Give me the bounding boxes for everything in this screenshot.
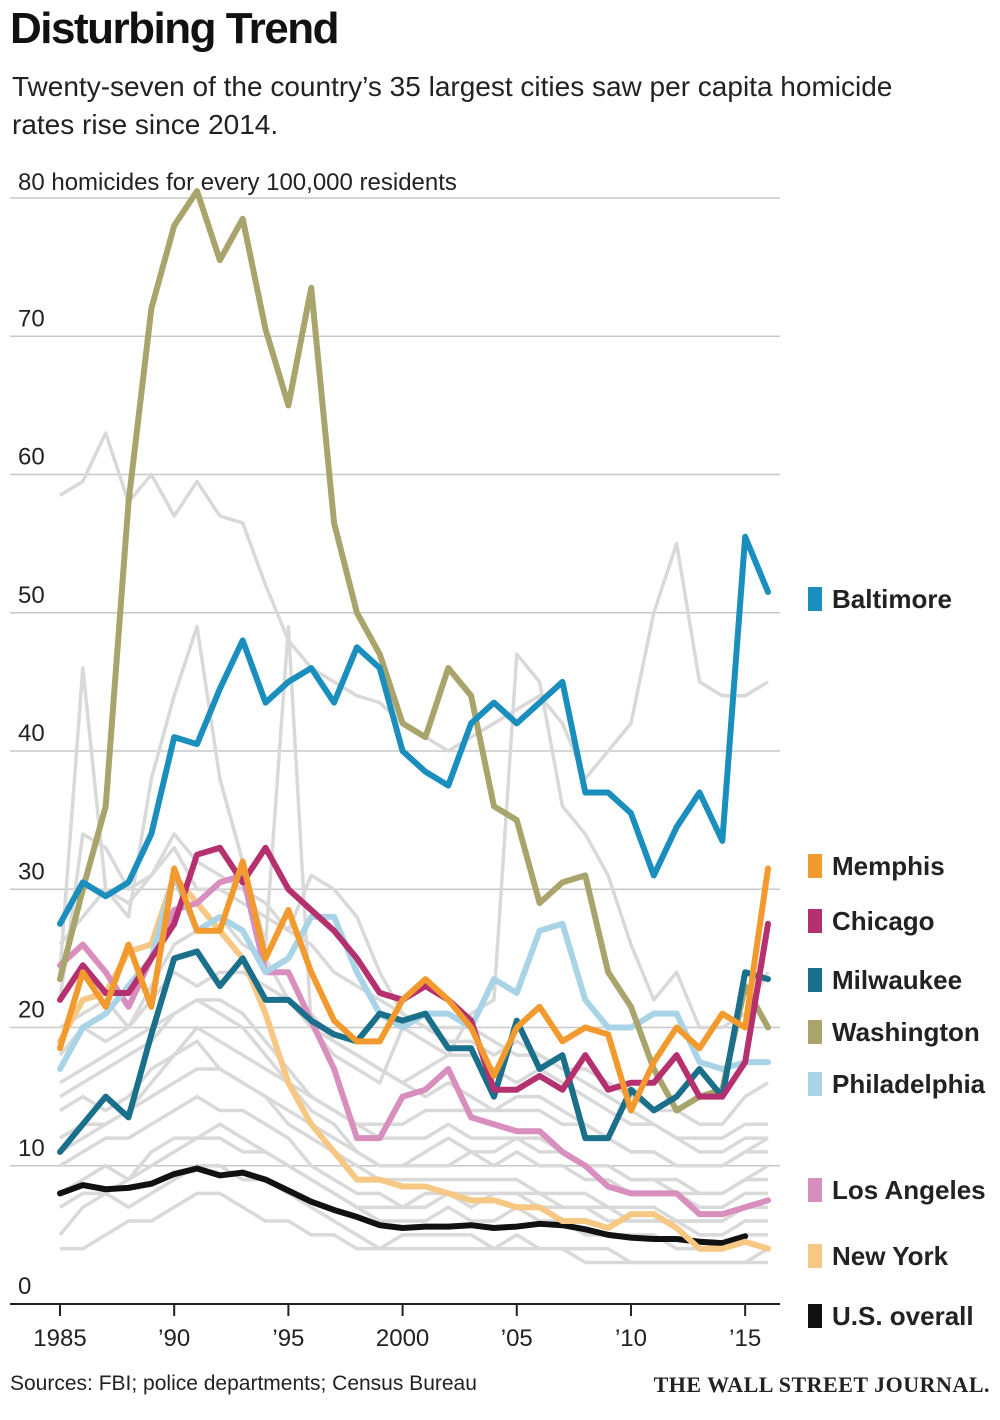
legend: Baltimore Memphis Chicago Milwaukee Washingt… <box>808 584 986 1331</box>
legend-swatch <box>808 968 822 992</box>
x-tick-label: ’15 <box>729 1325 761 1352</box>
legend-label: Baltimore <box>832 584 952 614</box>
series-line-washington <box>57 188 771 1114</box>
legend-label: Milwaukee <box>832 965 962 995</box>
y-tick-label: 40 <box>18 720 45 747</box>
background-city-line <box>59 998 768 1168</box>
legend-label: Philadelphia <box>832 1069 986 1099</box>
background-city-line <box>59 1039 768 1196</box>
chart-title: Disturbing Trend <box>10 4 340 53</box>
legend-swatch <box>808 587 822 611</box>
x-tick-label: 1985 <box>33 1325 86 1352</box>
legend-swatch <box>808 1244 822 1268</box>
background-city-line <box>60 1191 768 1265</box>
x-tick-label: ’10 <box>615 1325 647 1352</box>
background-city-line <box>59 915 768 1140</box>
y-axis-label: 80 homicides for every 100,000 residents <box>18 169 457 196</box>
background-city-line <box>59 1122 768 1223</box>
legend-swatch <box>808 1304 822 1328</box>
legend-label: Chicago <box>832 906 935 936</box>
x-tick-label: ’90 <box>158 1325 190 1352</box>
legend-label: New York <box>832 1241 949 1271</box>
x-tick-label: ’95 <box>272 1325 304 1352</box>
background-city-line <box>58 624 770 1085</box>
legend-label: Memphis <box>832 851 945 881</box>
background-city-line <box>59 1067 768 1223</box>
legend-swatch <box>808 1072 822 1096</box>
y-tick-label: 0 <box>18 1273 31 1300</box>
legend-label: U.S. overall <box>832 1301 974 1331</box>
y-tick-label: 70 <box>18 305 45 332</box>
source-note: Sources: FBI; police departments; Census… <box>10 1372 477 1395</box>
chart-subtitle: Twenty-seven of the country’s 35 largest… <box>12 71 893 140</box>
legend-label: Los Angeles <box>832 1175 986 1205</box>
series-line-milwaukee <box>57 948 771 1155</box>
other-cities-lines <box>58 431 770 1265</box>
legend-label: Washington <box>832 1017 980 1047</box>
legend-swatch <box>808 854 822 878</box>
legend-swatch <box>808 909 822 933</box>
y-axis-ticks: 0 10 20 30 40 50 60 70 80 homicides for every 10… <box>18 169 457 1300</box>
series-line-u-s-overall <box>57 1165 749 1247</box>
highlighted-city-lines <box>57 188 771 1252</box>
legend-swatch <box>808 1178 822 1202</box>
y-tick-label: 60 <box>18 444 45 471</box>
y-tick-label: 20 <box>18 997 45 1024</box>
x-axis: 1985 ’90 ’95 2000 ’05 ’10 ’15 <box>10 1303 780 1352</box>
y-tick-label: 50 <box>18 582 45 609</box>
background-city-line <box>59 1136 768 1251</box>
legend-swatch <box>808 1020 822 1044</box>
y-tick-label: 10 <box>18 1135 45 1162</box>
publisher-credit: THE WALL STREET JOURNAL. <box>653 1372 990 1397</box>
x-tick-label: 2000 <box>376 1325 429 1352</box>
series-line-baltimore <box>57 533 771 927</box>
y-tick-label: 30 <box>18 858 45 885</box>
x-tick-label: ’05 <box>501 1325 533 1352</box>
series-line-memphis <box>57 858 771 1114</box>
